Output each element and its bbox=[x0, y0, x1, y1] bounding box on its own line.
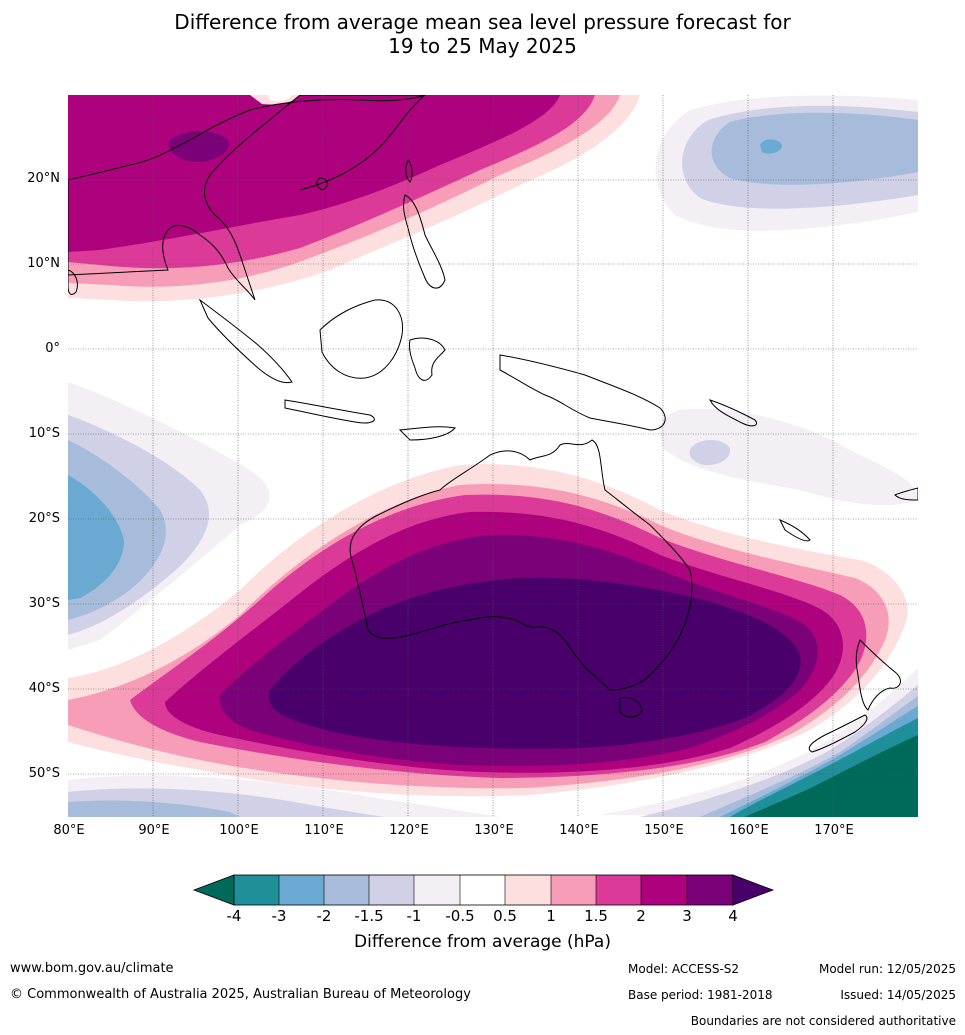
coastline-mainland-asia bbox=[68, 95, 426, 301]
map-title-line-2: 19 to 25 May 2025 bbox=[388, 34, 577, 58]
colorbar-swatch bbox=[687, 875, 733, 905]
colorbar-tick-label: 1.5 bbox=[584, 907, 608, 925]
colorbar-tick-label: 3 bbox=[682, 907, 692, 925]
coastline-solomon-islands bbox=[709, 399, 757, 427]
model-name: Model: ACCESS-S2 bbox=[628, 962, 740, 976]
pressure-anomaly-field bbox=[68, 95, 918, 817]
colorbar-tick-label: -1 bbox=[406, 907, 422, 925]
coastline-new-zealand-south bbox=[808, 714, 868, 753]
issued-date: Issued: 14/05/2025 bbox=[840, 988, 956, 1002]
positive-anomaly-australia bbox=[268, 577, 801, 749]
coastline-sulawesi bbox=[409, 337, 446, 381]
lon-label-130e: 130°E bbox=[474, 823, 514, 838]
coastline-java bbox=[284, 399, 375, 424]
website-link[interactable]: www.bom.gov.au/climate bbox=[10, 961, 174, 976]
negative-anomaly-south-west bbox=[68, 800, 240, 817]
negative-anomaly-pacific bbox=[711, 112, 918, 185]
negative-anomaly-indian-ocean bbox=[68, 475, 124, 600]
colorbar-tick-label: 0.5 bbox=[493, 907, 517, 925]
graticule bbox=[68, 95, 918, 817]
map-title: Difference from average mean sea level p… bbox=[0, 10, 965, 58]
coastline-sumatra bbox=[198, 298, 293, 384]
lat-label-20n: 20°N bbox=[27, 171, 60, 186]
lon-label-160e: 160°E bbox=[729, 823, 769, 838]
colorbar-swatch bbox=[279, 875, 324, 905]
lat-label-40s: 40°S bbox=[28, 681, 60, 696]
colorbar-swatch bbox=[414, 875, 460, 905]
colorbar-tick-label: 2 bbox=[636, 907, 646, 925]
coastline-china-coast bbox=[299, 95, 426, 191]
colorbar-swatch bbox=[192, 874, 235, 906]
positive-anomaly-asia bbox=[169, 131, 229, 162]
colorbar-swatch bbox=[596, 875, 641, 905]
lon-label-80e: 80°E bbox=[53, 823, 85, 838]
colorbar-tick-label: 4 bbox=[728, 907, 738, 925]
colorbar-swatch bbox=[641, 875, 687, 905]
coastline-tasmania bbox=[619, 697, 643, 718]
lat-label-50s: 50°S bbox=[28, 766, 60, 781]
coastline-australia bbox=[349, 439, 693, 691]
lat-label-10n: 10°N bbox=[27, 256, 60, 271]
negative-anomaly-southern-ocean bbox=[745, 735, 918, 817]
lon-label-120e: 120°E bbox=[389, 823, 429, 838]
lat-label-20s: 20°S bbox=[28, 511, 60, 526]
lon-label-100e: 100°E bbox=[219, 823, 259, 838]
colorbar-swatch bbox=[234, 875, 279, 905]
colorbar-swatch bbox=[551, 875, 596, 905]
colorbar-tick-label: 1 bbox=[546, 907, 556, 925]
colorbar-frame bbox=[233, 874, 734, 906]
coastline-new-zealand-north bbox=[855, 639, 901, 711]
lon-label-140e: 140°E bbox=[559, 823, 599, 838]
colorbar-title: Difference from average (hPa) bbox=[354, 932, 611, 952]
negative-anomaly-coral-sea bbox=[660, 409, 918, 506]
negative-anomaly-coral-sea bbox=[689, 439, 731, 466]
lat-label-10s: 10°S bbox=[28, 426, 60, 441]
colorbar-swatch bbox=[732, 874, 775, 906]
lon-label-90e: 90°E bbox=[138, 823, 170, 838]
colorbar-swatch bbox=[324, 875, 369, 905]
colorbar-tick-label: -1.5 bbox=[354, 907, 384, 925]
base-period: Base period: 1981-2018 bbox=[628, 988, 773, 1002]
coastline-fiji bbox=[894, 487, 918, 501]
colorbar-swatch bbox=[460, 875, 505, 905]
copyright-notice: © Commonwealth of Australia 2025, Austra… bbox=[10, 987, 471, 1002]
colorbar-tick-label: -0.5 bbox=[445, 907, 475, 925]
coastline-taiwan bbox=[405, 159, 413, 183]
coastline-sri-lanka bbox=[68, 269, 78, 295]
coastline-timor bbox=[398, 426, 456, 441]
coastline-borneo bbox=[319, 299, 404, 379]
model-run-date: Model run: 12/05/2025 bbox=[818, 962, 956, 976]
colorbar-swatch bbox=[369, 875, 414, 905]
lon-label-170e: 170°E bbox=[814, 823, 854, 838]
coastline-new-caledonia bbox=[778, 519, 811, 542]
coastlines bbox=[68, 95, 918, 753]
map-title-line-1: Difference from average mean sea level p… bbox=[174, 10, 791, 34]
colorbar-tick-label: -4 bbox=[226, 907, 242, 925]
lon-label-110e: 110°E bbox=[304, 823, 344, 838]
coastline-new-guinea bbox=[499, 354, 666, 431]
negative-anomaly-pacific bbox=[760, 139, 782, 154]
lon-label-150e: 150°E bbox=[644, 823, 684, 838]
coastline-philippines bbox=[403, 194, 446, 289]
lat-label-30s: 30°S bbox=[28, 596, 60, 611]
lat-label-0: 0° bbox=[45, 341, 60, 356]
boundaries-disclaimer: Boundaries are not considered authoritat… bbox=[690, 1014, 956, 1028]
positive-anomaly-asia bbox=[268, 95, 292, 102]
colorbar-tick-label: -2 bbox=[316, 907, 332, 925]
colorbar-swatch bbox=[505, 875, 551, 905]
colorbar-tick-label: -3 bbox=[271, 907, 287, 925]
colorbar bbox=[192, 874, 775, 906]
